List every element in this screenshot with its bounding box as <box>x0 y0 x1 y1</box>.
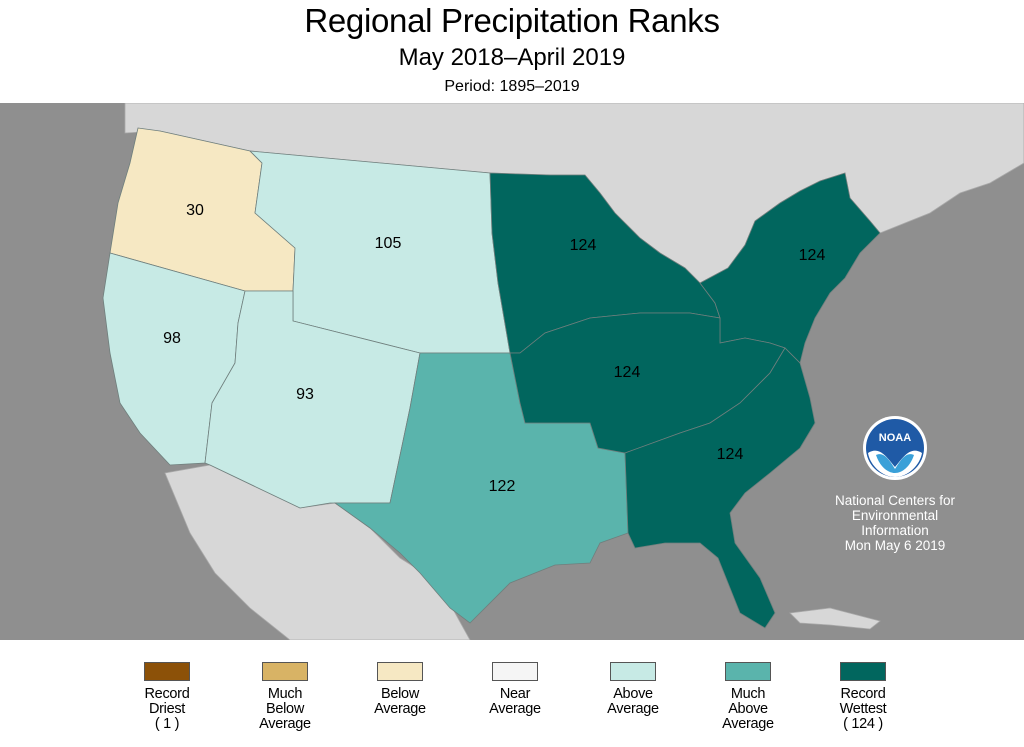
legend-label: Record Wettest( 124 ) <box>808 687 918 732</box>
legend-label: Above Average <box>578 687 688 717</box>
legend-label-line: Near <box>499 686 531 702</box>
legend-swatch <box>144 662 190 681</box>
map-subtitle: May 2018–April 2019 <box>398 44 626 71</box>
legend-label-line: Average <box>374 701 426 717</box>
noaa-logo-text: NOAA <box>879 432 911 444</box>
legend-label-line: Driest <box>148 701 186 717</box>
legend-item-record-wettest: Record Wettest( 124 ) <box>808 660 918 732</box>
legend-label: Near Average <box>460 687 570 717</box>
cuba-land <box>789 607 881 630</box>
rank-label-northwest: 30 <box>186 202 204 219</box>
rank-label-southeast: 124 <box>717 446 744 463</box>
ncei-credit: NOAA National Centers for Environmental … <box>820 415 970 553</box>
legend-label-line: Average <box>489 701 541 717</box>
legend-label-line: Wettest <box>839 701 887 717</box>
rank-label-south: 122 <box>489 478 516 495</box>
region-southwest <box>204 290 421 509</box>
legend-label: Record Driest( 1 ) <box>112 687 222 732</box>
ncei-line-1: National Centers for <box>834 493 956 508</box>
period-label: Period: 1895–2019 <box>444 78 580 95</box>
ncei-date: Mon May 6 2019 <box>844 538 946 553</box>
legend-item-record-driest: Record Driest( 1 ) <box>112 660 222 732</box>
legend-swatch <box>492 662 538 681</box>
legend-label-line: ( 1 ) <box>154 716 180 732</box>
noaa-logo: NOAA <box>863 416 927 480</box>
rank-label-northeast: 124 <box>799 247 826 264</box>
rank-label-central: 124 <box>614 364 641 381</box>
legend-item-near: Near Average <box>460 660 570 717</box>
legend-label: Much Below Average <box>230 687 340 732</box>
legend-label-line: Record <box>144 686 190 702</box>
map-title: Regional Precipitation Ranks <box>304 2 720 39</box>
ncei-line-3: Information <box>861 523 929 538</box>
legend-item-below: Below Average <box>345 660 455 717</box>
legend-label-line: Record <box>840 686 886 702</box>
legend-item-above: Above Average <box>578 660 688 717</box>
legend-label: Much Above Average <box>693 687 803 732</box>
legend-swatch <box>840 662 886 681</box>
legend-label-line: Below <box>381 686 419 702</box>
region-southeast <box>624 347 816 629</box>
legend-label: Below Average <box>345 687 455 717</box>
legend-swatch <box>610 662 656 681</box>
rank-label-west: 98 <box>163 330 181 347</box>
precipitation-map: 30 105 98 93 122 124 124 124 124 <box>0 103 1024 640</box>
ncei-line-2: Environmental <box>851 508 939 523</box>
legend-item-much-below: Much Below Average <box>230 660 340 732</box>
legend-label-line: Much <box>267 686 303 702</box>
ncei-text: National Centers for Environmental Infor… <box>820 493 970 553</box>
legend-swatch <box>377 662 423 681</box>
legend-label-line: Below <box>266 701 304 717</box>
legend-swatch <box>262 662 308 681</box>
legend-label-line: Much <box>730 686 766 702</box>
legend-label-line: Above <box>728 701 768 717</box>
rank-label-southwest: 93 <box>296 386 314 403</box>
rank-label-east-north-central: 124 <box>570 237 597 254</box>
rank-label-west-north-central: 105 <box>375 235 402 252</box>
legend-label-line: Average <box>607 701 659 717</box>
legend: Record Driest( 1 ) Much Below Average Below Av… <box>0 660 1024 747</box>
legend-item-much-above: Much Above Average <box>693 660 803 732</box>
legend-label-line: Average <box>722 716 774 732</box>
legend-label-line: ( 124 ) <box>843 716 883 732</box>
legend-label-line: Above <box>613 686 653 702</box>
legend-label-line: Average <box>259 716 311 732</box>
legend-swatch <box>725 662 771 681</box>
